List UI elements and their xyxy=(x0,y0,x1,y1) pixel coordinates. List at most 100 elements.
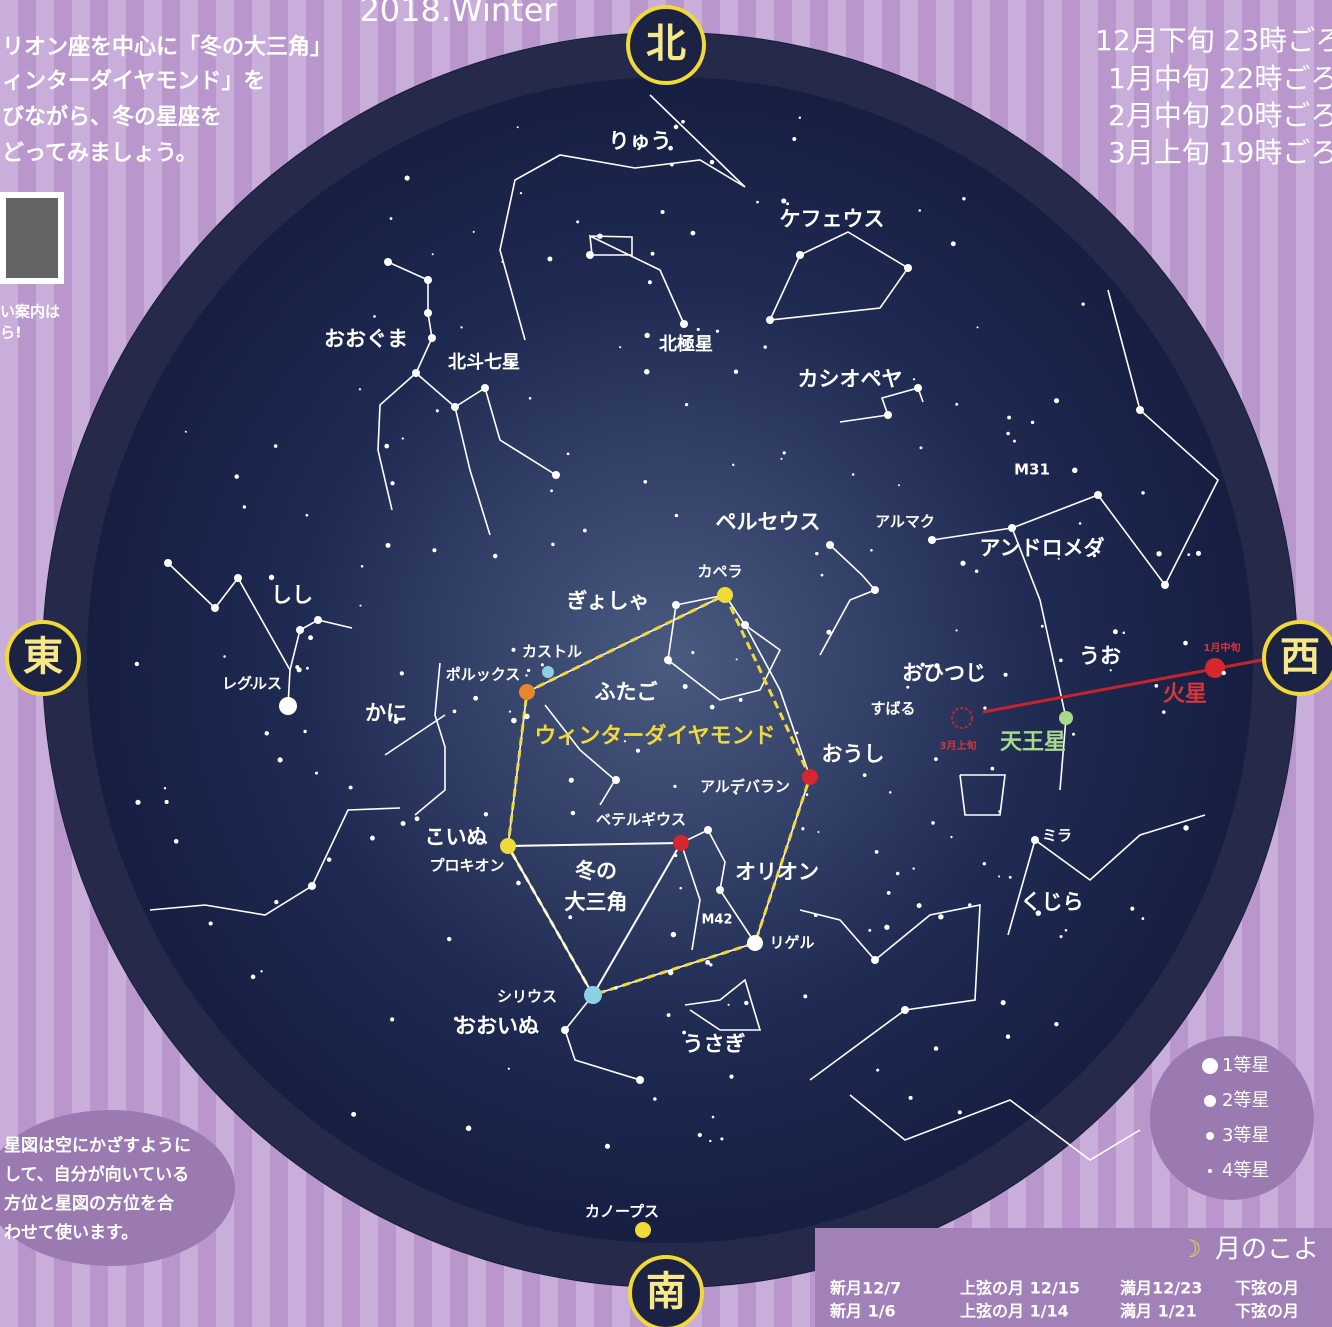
label: カペラ xyxy=(697,563,742,581)
label: ポルックス xyxy=(446,666,521,684)
intro-line: ィンターダイヤモンド」を xyxy=(2,68,265,94)
star xyxy=(424,309,432,317)
star xyxy=(931,821,935,825)
star xyxy=(680,320,688,328)
star xyxy=(674,853,678,858)
star xyxy=(635,1222,651,1238)
star xyxy=(763,345,767,349)
star xyxy=(404,175,410,181)
star xyxy=(260,970,263,973)
star xyxy=(868,928,872,932)
star xyxy=(1161,581,1169,589)
star xyxy=(919,446,923,450)
star xyxy=(351,1111,357,1117)
star xyxy=(732,463,735,467)
star xyxy=(163,786,167,790)
label: オリオン xyxy=(735,860,819,884)
label: おひつじ xyxy=(902,661,986,685)
star xyxy=(428,334,436,342)
label: アルデバラン xyxy=(700,778,790,796)
star xyxy=(570,810,576,816)
star xyxy=(472,230,475,233)
star xyxy=(668,145,673,151)
star xyxy=(135,799,141,805)
star xyxy=(1030,420,1035,425)
star xyxy=(604,1143,611,1149)
star xyxy=(582,528,587,533)
star xyxy=(314,616,322,624)
star xyxy=(576,220,580,224)
star xyxy=(452,709,457,714)
star xyxy=(756,200,759,204)
star xyxy=(492,553,498,559)
star xyxy=(735,658,738,661)
star xyxy=(916,903,922,909)
star xyxy=(614,986,618,990)
star xyxy=(711,1115,715,1119)
star xyxy=(561,1026,569,1034)
star xyxy=(507,1067,510,1070)
star xyxy=(717,587,733,603)
star xyxy=(473,695,479,701)
star xyxy=(1136,406,1144,414)
label: うお xyxy=(1079,644,1121,668)
star xyxy=(976,326,979,329)
star xyxy=(1154,684,1159,688)
legend: 1等星 2等星 3等星 4等星 xyxy=(1150,1036,1314,1200)
star xyxy=(679,886,682,890)
note-line: わせて使います。 xyxy=(4,1222,138,1243)
label: おうし xyxy=(822,742,885,766)
star xyxy=(296,626,304,634)
star xyxy=(957,1110,962,1115)
star xyxy=(741,621,749,629)
star xyxy=(303,729,307,734)
star xyxy=(928,536,936,544)
star xyxy=(933,1046,939,1051)
star xyxy=(385,542,391,548)
subtitle: 2018.Winter xyxy=(359,0,557,29)
star xyxy=(643,479,648,484)
star xyxy=(481,384,489,392)
star xyxy=(542,666,554,678)
star xyxy=(526,668,531,673)
star xyxy=(1057,557,1060,560)
label: しし xyxy=(271,583,313,607)
star xyxy=(1109,669,1112,672)
star xyxy=(500,838,516,854)
star xyxy=(1006,431,1010,436)
star xyxy=(670,931,677,938)
legend-item: 4等星 xyxy=(1222,1160,1269,1181)
star xyxy=(1130,906,1135,911)
star xyxy=(897,484,900,487)
time: 3月上旬 19時ごろ xyxy=(1108,136,1332,169)
south: 南 xyxy=(646,1269,686,1315)
star xyxy=(1187,553,1191,557)
svg-text:☽: ☽ xyxy=(1180,1235,1202,1263)
star xyxy=(389,217,393,220)
moon-entry: 上弦の月 1/14 xyxy=(960,1302,1069,1321)
star xyxy=(348,785,353,790)
label: ベテルギウス xyxy=(596,811,686,829)
west: 西 xyxy=(1280,634,1320,680)
time: 2月中旬 20時ごろ xyxy=(1108,99,1332,132)
intro-line: どってみましょう。 xyxy=(2,141,198,166)
star xyxy=(540,663,544,667)
note-line: 方位と星図の方位を合 xyxy=(4,1193,175,1214)
star xyxy=(644,332,650,339)
star xyxy=(715,329,720,333)
star xyxy=(918,209,921,212)
star xyxy=(242,505,247,509)
star xyxy=(211,604,219,612)
star xyxy=(432,548,437,553)
star xyxy=(308,635,314,641)
star xyxy=(412,369,420,377)
star xyxy=(673,784,677,788)
label: こいぬ xyxy=(425,825,488,849)
star xyxy=(780,457,783,460)
star xyxy=(666,1013,671,1017)
star xyxy=(704,826,712,834)
star xyxy=(884,924,890,930)
star xyxy=(508,710,512,713)
star xyxy=(399,671,404,676)
star xyxy=(820,573,824,577)
